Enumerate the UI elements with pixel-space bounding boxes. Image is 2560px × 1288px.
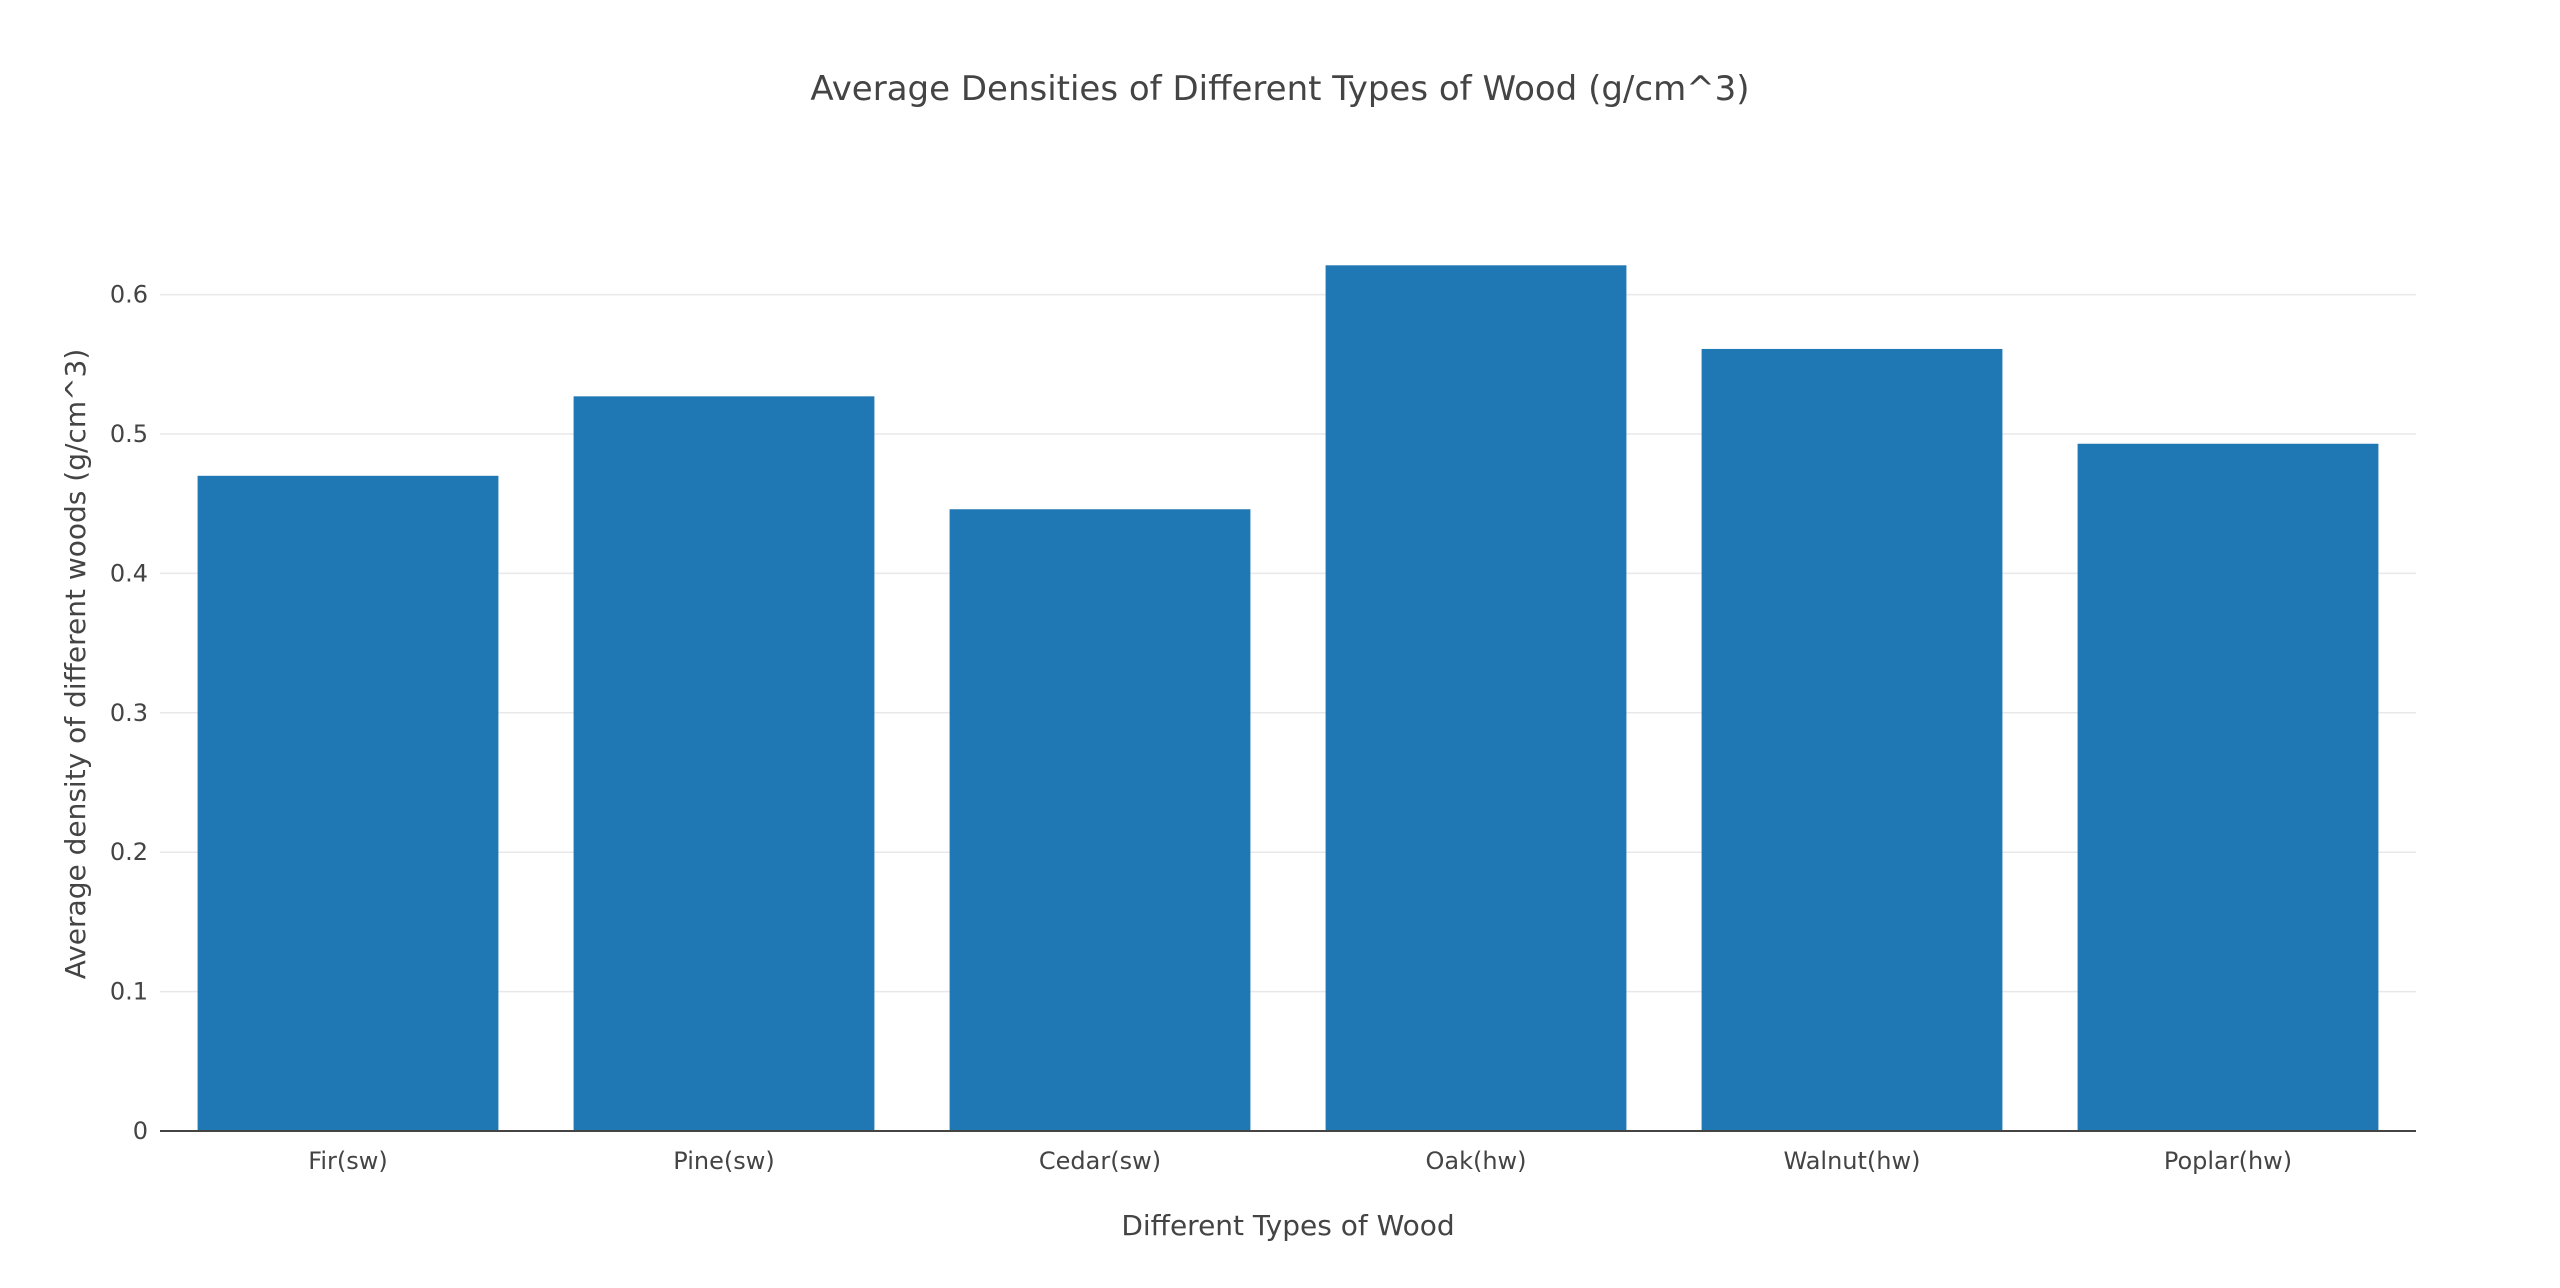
x-tick-label: Walnut(hw) [1784, 1147, 1921, 1175]
y-tick-label: 0.3 [110, 699, 148, 727]
bar-oak-hw[interactable] [1325, 265, 1627, 1131]
x-tick-label: Cedar(sw) [1039, 1147, 1161, 1175]
y-tick-label: 0 [133, 1117, 148, 1145]
y-axis-ticks: 0 0.1 0.2 0.3 0.4 0.5 0.6 [110, 281, 148, 1145]
bar-pine-sw[interactable] [573, 396, 875, 1131]
chart-title: Average Densities of Different Types of … [810, 69, 1749, 109]
bars [197, 265, 2379, 1131]
x-tick-label: Fir(sw) [308, 1147, 387, 1175]
x-axis-title: Different Types of Wood [1121, 1209, 1454, 1242]
x-tick-label: Oak(hw) [1425, 1147, 1526, 1175]
x-axis-ticks: Fir(sw) Pine(sw) Cedar(sw) Oak(hw) Walnut(hw… [308, 1147, 2292, 1175]
y-axis-title: Average density of different woods (g/cm… [59, 349, 92, 980]
y-tick-label: 0.6 [110, 281, 148, 309]
y-tick-label: 0.1 [110, 978, 148, 1006]
bar-walnut-hw[interactable] [1701, 348, 2003, 1131]
x-tick-label: Poplar(hw) [2164, 1147, 2292, 1175]
bar-cedar-sw[interactable] [949, 509, 1251, 1131]
y-tick-label: 0.5 [110, 420, 148, 448]
gridlines [160, 293, 2416, 993]
x-tick-label: Pine(sw) [673, 1147, 774, 1175]
bar-poplar-hw[interactable] [2077, 443, 2379, 1131]
y-tick-label: 0.4 [110, 559, 148, 587]
bar-fir-sw[interactable] [197, 475, 499, 1131]
y-tick-label: 0.2 [110, 838, 148, 866]
